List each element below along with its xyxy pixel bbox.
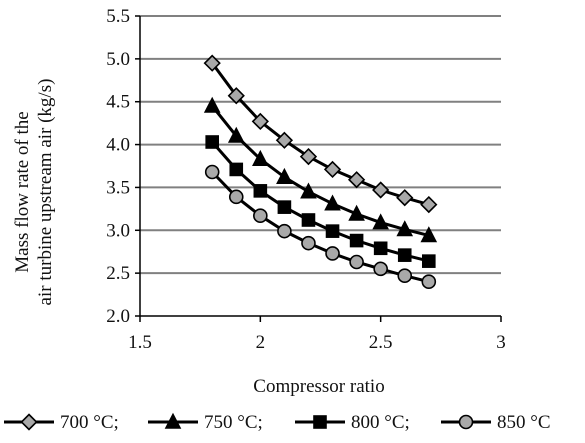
data-point-square — [277, 200, 292, 214]
legend-item-1: 700 °C; — [4, 412, 119, 433]
data-point-triangle — [300, 182, 317, 199]
data-point-circle — [253, 208, 268, 224]
data-point-diamond — [251, 112, 269, 131]
x-axis-title: Compressor ratio — [253, 376, 384, 397]
grid-lines — [140, 15, 501, 275]
data-point-square — [301, 213, 316, 227]
data-point-square — [205, 135, 219, 149]
y-tick-label: 3.5 — [106, 177, 130, 198]
series-line-2 — [211, 105, 430, 237]
data-point-circle — [301, 235, 316, 251]
series-1 — [203, 54, 438, 214]
data-point-circle — [228, 189, 244, 205]
data-point-square — [397, 248, 412, 262]
data-point-triangle — [396, 220, 414, 237]
legend-marker-circle — [458, 414, 474, 430]
legend-label: 800 °C; — [351, 412, 410, 433]
data-point-triangle — [324, 194, 341, 211]
data-point-square — [349, 233, 364, 248]
legend-marker-diamond — [20, 413, 38, 431]
legend-item-3: 800 °C; — [295, 412, 410, 433]
x-tick-label: 2 — [256, 332, 266, 353]
data-point-triangle — [372, 213, 389, 230]
data-point-triangle — [227, 126, 245, 143]
y-axis-title-line-1: Mass flow rate of the — [12, 111, 33, 272]
data-point-circle — [349, 254, 364, 270]
data-point-diamond — [372, 181, 390, 199]
legend-marker-triangle — [164, 412, 182, 429]
data-point-square — [373, 241, 388, 256]
data-point-diamond — [347, 171, 366, 189]
series-line-1 — [210, 62, 430, 207]
data-point-triangle — [276, 167, 293, 184]
series-group — [203, 54, 438, 290]
data-point-square — [229, 162, 244, 177]
data-point-triangle — [348, 204, 365, 221]
legend-item-2: 750 °C; — [148, 412, 263, 433]
data-point-circle — [204, 164, 220, 180]
tick-labels: 2.0 2.5 3.0 3.5 4.0 4.5 5.0 5.5 1.5 2 2.5 3 — [106, 6, 506, 353]
y-tick-label: 5.0 — [106, 49, 130, 70]
data-point-triangle — [420, 226, 438, 243]
data-point-square — [325, 224, 340, 238]
x-tick-label: 2.5 — [369, 332, 393, 353]
y-tick-label: 4.0 — [106, 135, 130, 156]
data-point-diamond — [299, 147, 318, 166]
y-axis-title-line-2: air turbine upstream air (kg/s) — [35, 79, 56, 306]
axes — [135, 15, 502, 322]
data-point-diamond — [227, 87, 245, 105]
x-tick-label: 1.5 — [128, 332, 152, 353]
y-tick-label: 4.5 — [106, 92, 130, 113]
series-line-4 — [211, 170, 430, 284]
data-point-triangle — [203, 96, 221, 113]
data-point-circle — [373, 261, 388, 277]
data-point-triangle — [252, 149, 269, 166]
data-point-diamond — [396, 189, 414, 207]
legend: 700 °C; 750 °C; 800 °C; 850 °C — [4, 412, 551, 433]
y-tick-label: 2.0 — [106, 306, 130, 327]
legend-label: 750 °C; — [204, 412, 263, 433]
data-point-diamond — [203, 54, 221, 72]
data-point-square — [253, 184, 268, 198]
series-line-3 — [211, 141, 430, 263]
data-point-square — [421, 254, 436, 268]
series-2 — [203, 96, 438, 243]
y-tick-label: 3.0 — [106, 220, 130, 241]
data-point-diamond — [420, 195, 438, 214]
y-tick-label: 5.5 — [106, 6, 130, 27]
data-point-diamond — [323, 160, 342, 179]
legend-label: 850 °C — [497, 412, 551, 433]
legend-item-4: 850 °C — [441, 412, 551, 433]
data-point-circle — [325, 246, 340, 261]
series-4 — [204, 164, 437, 290]
legend-label: 700 °C; — [60, 412, 119, 433]
y-tick-label: 2.5 — [106, 263, 130, 284]
series-3 — [205, 135, 436, 268]
data-point-circle — [397, 268, 413, 284]
legend-marker-square — [313, 415, 327, 429]
x-tick-label: 3 — [496, 332, 506, 353]
data-point-circle — [277, 223, 292, 239]
data-point-circle — [421, 274, 437, 290]
axis-titles: Compressor ratio Mass flow rate of the a… — [12, 79, 385, 397]
data-point-diamond — [275, 131, 294, 149]
